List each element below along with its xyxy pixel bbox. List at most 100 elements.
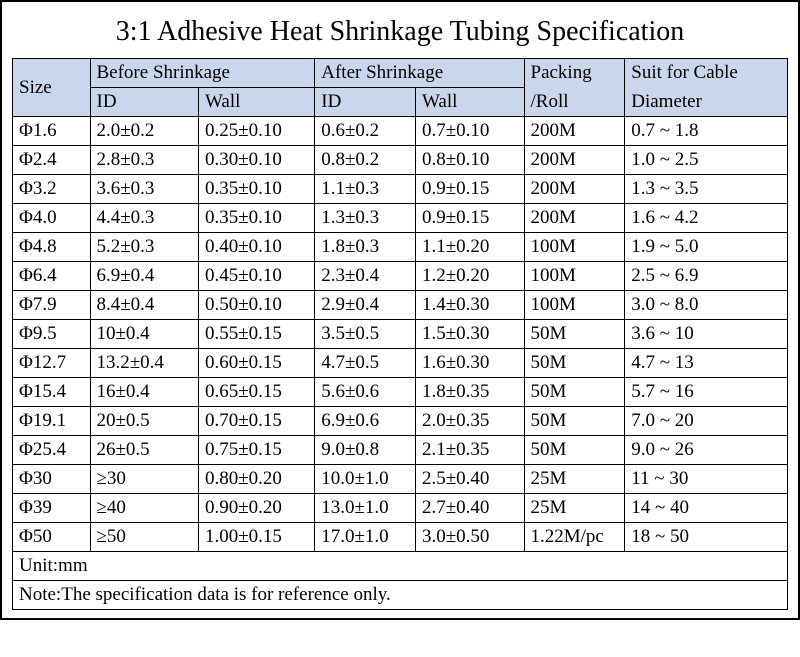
table-row: Φ3.23.6±0.30.35±0.101.1±0.30.9±0.15200M1… xyxy=(13,175,788,204)
cell-before-wall: 0.80±0.20 xyxy=(199,465,315,494)
table-row: Φ19.120±0.50.70±0.156.9±0.62.0±0.3550M7.… xyxy=(13,407,788,436)
cell-after-id: 17.0±1.0 xyxy=(315,523,416,552)
cell-before-wall: 0.70±0.15 xyxy=(199,407,315,436)
cell-after-wall: 1.2±0.20 xyxy=(416,262,525,291)
cell-packing: 200M xyxy=(524,146,625,175)
cell-before-wall: 0.45±0.10 xyxy=(199,262,315,291)
table-row: Φ4.85.2±0.30.40±0.101.8±0.31.1±0.20100M1… xyxy=(13,233,788,262)
cell-after-id: 4.7±0.5 xyxy=(315,349,416,378)
page-title: 3:1 Adhesive Heat Shrinkage Tubing Speci… xyxy=(12,10,788,58)
cell-before-wall: 0.75±0.15 xyxy=(199,436,315,465)
col-before-wall: Wall xyxy=(199,88,315,117)
cell-before-id: 26±0.5 xyxy=(90,436,199,465)
cell-after-wall: 0.8±0.10 xyxy=(416,146,525,175)
col-cable-line2: Diameter xyxy=(625,88,788,117)
cell-size: Φ19.1 xyxy=(13,407,91,436)
cell-before-wall: 0.40±0.10 xyxy=(199,233,315,262)
cell-before-wall: 0.35±0.10 xyxy=(199,204,315,233)
cell-packing: 200M xyxy=(524,204,625,233)
cell-before-wall: 0.55±0.15 xyxy=(199,320,315,349)
cell-before-wall: 0.25±0.10 xyxy=(199,117,315,146)
unit-row: Unit:mm xyxy=(13,552,788,581)
cell-after-id: 13.0±1.0 xyxy=(315,494,416,523)
cell-packing: 50M xyxy=(524,349,625,378)
spec-sheet: 3:1 Adhesive Heat Shrinkage Tubing Speci… xyxy=(0,0,800,620)
cell-before-wall: 0.65±0.15 xyxy=(199,378,315,407)
col-before-shrinkage: Before Shrinkage xyxy=(90,59,315,88)
cell-cable: 1.3 ~ 3.5 xyxy=(625,175,788,204)
cell-packing: 50M xyxy=(524,378,625,407)
cell-packing: 50M xyxy=(524,436,625,465)
cell-packing: 200M xyxy=(524,117,625,146)
cell-before-id: ≥30 xyxy=(90,465,199,494)
spec-table: Size Before Shrinkage After Shrinkage Pa… xyxy=(12,58,788,610)
cell-size: Φ12.7 xyxy=(13,349,91,378)
cell-cable: 2.5 ~ 6.9 xyxy=(625,262,788,291)
cell-before-id: 16±0.4 xyxy=(90,378,199,407)
cell-after-id: 0.8±0.2 xyxy=(315,146,416,175)
cell-before-wall: 0.30±0.10 xyxy=(199,146,315,175)
cell-after-wall: 3.0±0.50 xyxy=(416,523,525,552)
cell-before-id: 4.4±0.3 xyxy=(90,204,199,233)
cell-size: Φ15.4 xyxy=(13,378,91,407)
cell-cable: 1.9 ~ 5.0 xyxy=(625,233,788,262)
cell-after-id: 1.1±0.3 xyxy=(315,175,416,204)
cell-after-wall: 0.9±0.15 xyxy=(416,204,525,233)
table-row: Φ2.42.8±0.30.30±0.100.8±0.20.8±0.10200M1… xyxy=(13,146,788,175)
cell-after-id: 2.3±0.4 xyxy=(315,262,416,291)
cell-before-id: 2.0±0.2 xyxy=(90,117,199,146)
cell-cable: 14 ~ 40 xyxy=(625,494,788,523)
cell-after-wall: 1.1±0.20 xyxy=(416,233,525,262)
table-row: Φ4.04.4±0.30.35±0.101.3±0.30.9±0.15200M1… xyxy=(13,204,788,233)
cell-packing: 100M xyxy=(524,262,625,291)
cell-after-wall: 1.4±0.30 xyxy=(416,291,525,320)
cell-after-wall: 2.0±0.35 xyxy=(416,407,525,436)
cell-packing: 50M xyxy=(524,407,625,436)
cell-size: Φ9.5 xyxy=(13,320,91,349)
cell-after-wall: 0.9±0.15 xyxy=(416,175,525,204)
cell-cable: 1.0 ~ 2.5 xyxy=(625,146,788,175)
cell-before-id: 8.4±0.4 xyxy=(90,291,199,320)
cell-before-wall: 0.60±0.15 xyxy=(199,349,315,378)
cell-after-wall: 1.5±0.30 xyxy=(416,320,525,349)
cell-cable: 1.6 ~ 4.2 xyxy=(625,204,788,233)
cell-after-id: 5.6±0.6 xyxy=(315,378,416,407)
cell-packing: 200M xyxy=(524,175,625,204)
cell-before-id: ≥40 xyxy=(90,494,199,523)
cell-cable: 9.0 ~ 26 xyxy=(625,436,788,465)
col-after-shrinkage: After Shrinkage xyxy=(315,59,524,88)
cell-after-id: 1.3±0.3 xyxy=(315,204,416,233)
cell-before-wall: 0.35±0.10 xyxy=(199,175,315,204)
table-row: Φ6.46.9±0.40.45±0.102.3±0.41.2±0.20100M2… xyxy=(13,262,788,291)
cell-after-id: 2.9±0.4 xyxy=(315,291,416,320)
cell-size: Φ39 xyxy=(13,494,91,523)
table-row: Φ30≥300.80±0.2010.0±1.02.5±0.4025M11 ~ 3… xyxy=(13,465,788,494)
cell-size: Φ6.4 xyxy=(13,262,91,291)
cell-before-id: 2.8±0.3 xyxy=(90,146,199,175)
cell-packing: 25M xyxy=(524,465,625,494)
cell-size: Φ2.4 xyxy=(13,146,91,175)
cell-packing: 100M xyxy=(524,233,625,262)
cell-size: Φ50 xyxy=(13,523,91,552)
table-row: Φ39≥400.90±0.2013.0±1.02.7±0.4025M14 ~ 4… xyxy=(13,494,788,523)
cell-cable: 5.7 ~ 16 xyxy=(625,378,788,407)
table-row: Φ9.510±0.40.55±0.153.5±0.51.5±0.3050M3.6… xyxy=(13,320,788,349)
cell-after-wall: 2.1±0.35 xyxy=(416,436,525,465)
cell-after-id: 1.8±0.3 xyxy=(315,233,416,262)
table-row: Φ1.62.0±0.20.25±0.100.6±0.20.7±0.10200M0… xyxy=(13,117,788,146)
table-row: Φ12.713.2±0.40.60±0.154.7±0.51.6±0.3050M… xyxy=(13,349,788,378)
cell-after-wall: 0.7±0.10 xyxy=(416,117,525,146)
cell-before-id: 5.2±0.3 xyxy=(90,233,199,262)
cell-size: Φ7.9 xyxy=(13,291,91,320)
cell-after-id: 3.5±0.5 xyxy=(315,320,416,349)
cell-after-id: 6.9±0.6 xyxy=(315,407,416,436)
note-row: Note:The specification data is for refer… xyxy=(13,581,788,610)
cell-before-id: 20±0.5 xyxy=(90,407,199,436)
cell-before-wall: 0.90±0.20 xyxy=(199,494,315,523)
cell-after-id: 9.0±0.8 xyxy=(315,436,416,465)
cell-before-id: 3.6±0.3 xyxy=(90,175,199,204)
cell-cable: 0.7 ~ 1.8 xyxy=(625,117,788,146)
cell-size: Φ25.4 xyxy=(13,436,91,465)
cell-cable: 7.0 ~ 20 xyxy=(625,407,788,436)
col-packing-line2: /Roll xyxy=(524,88,625,117)
